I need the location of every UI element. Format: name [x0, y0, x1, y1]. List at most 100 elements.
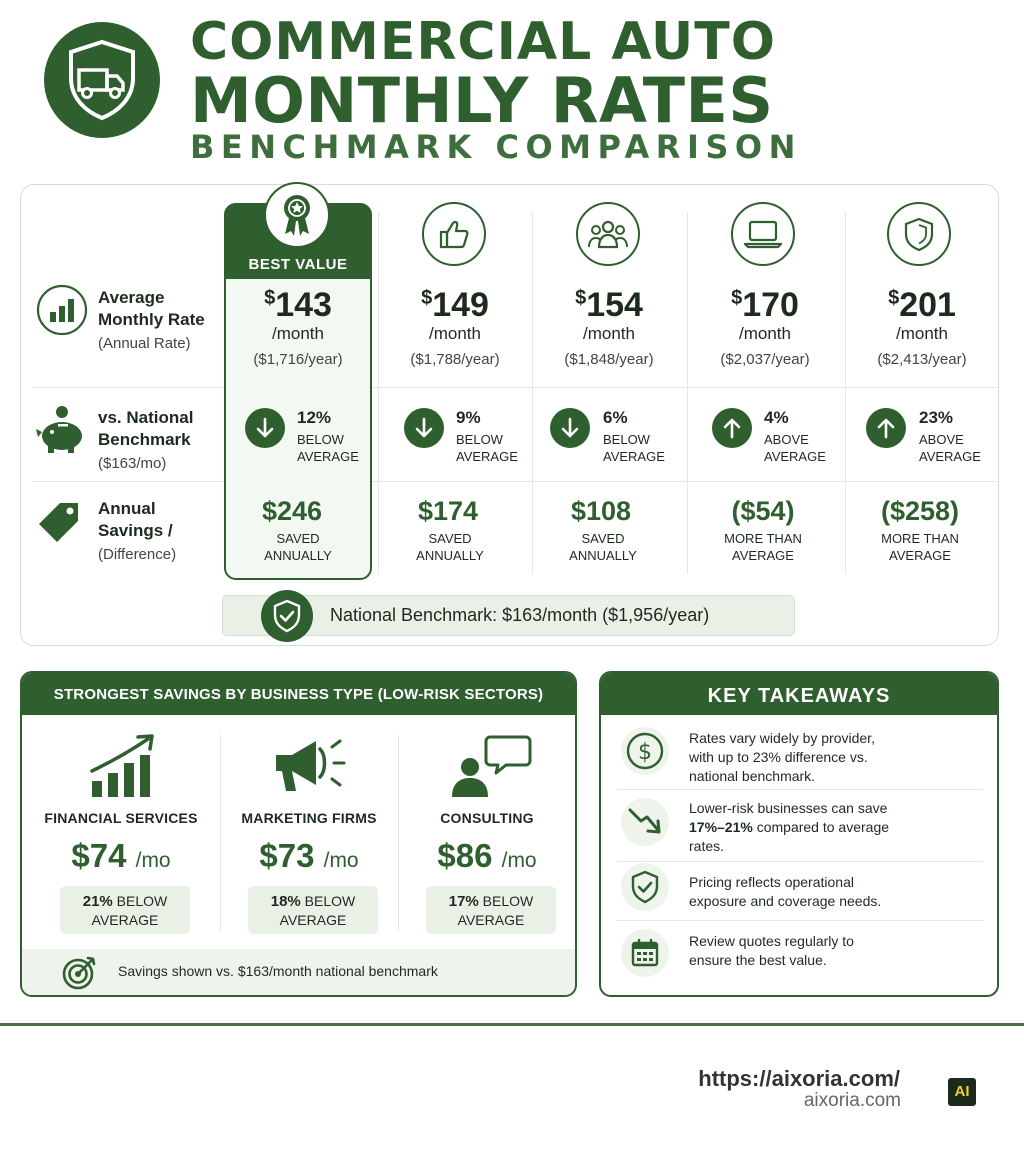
savings-caption: SAVED ANNUALLY — [264, 531, 332, 563]
piggy-bank-icon — [36, 404, 88, 456]
takeaway-text: Review quotes regularly to ensure the bes… — [689, 933, 854, 968]
takeaway-divider — [617, 789, 983, 790]
award-ribbon-icon — [284, 195, 310, 236]
shield-check-icon — [261, 590, 313, 642]
national-benchmark-bar — [222, 595, 795, 636]
business-discount-pill: 21% BELOW AVERAGE — [60, 886, 190, 934]
takeaway-divider — [617, 920, 983, 921]
target-icon — [62, 956, 96, 990]
best-value-label: BEST VALUE — [248, 256, 348, 273]
yearly-rate: ($1,848/year) — [564, 351, 654, 368]
key-takeaways-card: KEY TAKEAWAYS $ Rates vary widely by pro… — [599, 671, 999, 997]
benchmark-direction: ABOVE AVERAGE — [919, 432, 981, 464]
shield-check-icon — [621, 863, 669, 911]
provider-price: $170 — [731, 286, 799, 324]
row-divider — [32, 387, 998, 388]
footer-url[interactable]: https://aixoria.com/ — [698, 1066, 900, 1091]
takeaway-text: Pricing reflects operational exposure and… — [689, 874, 882, 909]
column-divider — [220, 735, 221, 931]
provider-price: $143 — [264, 286, 332, 324]
consultant-speech-icon — [448, 733, 532, 799]
column-divider — [532, 212, 533, 574]
svg-text:$: $ — [638, 740, 652, 765]
annual-savings: $108 — [570, 496, 632, 526]
column-divider — [687, 212, 688, 574]
business-rate: $74 /mo — [71, 837, 171, 874]
yearly-rate: ($2,037/year) — [720, 351, 810, 368]
row-label-benchmark: vs. National Benchmark ($163/mo) — [98, 408, 194, 472]
business-rate: $86 /mo — [437, 837, 537, 874]
row-label-rate: Average Monthly Rate (Annual Rate) — [98, 288, 205, 352]
benchmark-direction: BELOW AVERAGE — [603, 432, 665, 464]
provider-price: $149 — [421, 286, 489, 324]
annual-savings: ($258) — [880, 496, 960, 526]
benchmark-percent: 4% — [764, 408, 789, 427]
provider-icon — [576, 202, 640, 266]
provider-price: $154 — [575, 286, 643, 324]
yearly-rate: ($1,716/year) — [253, 351, 343, 368]
yearly-rate: ($1,788/year) — [410, 351, 500, 368]
business-type-card: STRONGEST SAVINGS BY BUSINESS TYPE (LOW-… — [20, 671, 577, 997]
provider-icon — [887, 202, 951, 266]
footer-domain: aixoria.com — [803, 1090, 901, 1111]
people-group-icon — [588, 220, 628, 249]
price-unit: /month — [896, 324, 948, 343]
business-name: CONSULTING — [440, 810, 534, 826]
arrow-down-icon — [404, 408, 444, 448]
business-name: FINANCIAL SERVICES — [44, 810, 198, 826]
benchmark-direction: ABOVE AVERAGE — [764, 432, 826, 464]
key-takeaways-heading: KEY TAKEAWAYS — [601, 673, 997, 715]
price-unit: /month — [429, 324, 481, 343]
footer-divider — [0, 1023, 1024, 1026]
business-rate: $73 /mo — [259, 837, 359, 874]
arrow-up-icon — [866, 408, 906, 448]
benchmark-percent: 6% — [603, 408, 628, 427]
takeaway-divider — [617, 861, 983, 862]
page-title-line1: COMMERCIAL AUTO — [190, 12, 776, 72]
business-discount-pill: 18% BELOW AVERAGE — [248, 886, 378, 934]
logo — [44, 22, 160, 138]
dollar-circle-icon: $ — [621, 727, 669, 775]
provider-price: $201 — [888, 286, 956, 324]
benchmark-direction: BELOW AVERAGE — [297, 432, 359, 464]
provider-icon — [422, 202, 486, 266]
page-subtitle: BENCHMARK COMPARISON — [190, 128, 802, 166]
savings-caption: SAVED ANNUALLY — [416, 531, 484, 563]
comparison-card — [20, 184, 999, 646]
takeaway-text: Lower-risk businesses can save 17%–21% c… — [689, 800, 890, 854]
savings-caption: SAVED ANNUALLY — [569, 531, 637, 563]
benchmark-percent: 23% — [919, 408, 954, 427]
annual-savings: $174 — [417, 496, 479, 526]
arrow-down-icon — [550, 408, 590, 448]
national-benchmark-text: National Benchmark: $163/month ($1,956/y… — [330, 605, 710, 625]
price-tag-icon — [36, 500, 82, 546]
row-label-savings: Annual Savings / (Difference) — [98, 499, 177, 563]
shield-truck-icon — [69, 39, 135, 121]
savings-caption: MORE THAN AVERAGE — [881, 531, 959, 563]
business-type-heading: STRONGEST SAVINGS BY BUSINESS TYPE (LOW-… — [22, 673, 575, 715]
arrow-down-icon — [245, 408, 285, 448]
provider-icon — [731, 202, 795, 266]
shield-icon — [904, 217, 934, 252]
laptop-icon — [743, 220, 783, 249]
business-discount-pill: 17% BELOW AVERAGE — [426, 886, 556, 934]
price-unit: /month — [272, 324, 324, 343]
column-divider — [845, 212, 846, 574]
bar-chart-icon — [36, 284, 88, 336]
megaphone-icon — [270, 735, 350, 797]
price-unit: /month — [583, 324, 635, 343]
award-badge — [264, 182, 330, 248]
page-title-line2: MONTHLY RATES — [190, 64, 774, 137]
thumbs-up-icon — [439, 220, 469, 249]
savings-caption: MORE THAN AVERAGE — [724, 531, 802, 563]
column-divider — [378, 212, 379, 574]
takeaway-text: Rates vary widely by provider, with up to… — [689, 730, 875, 784]
trend-down-icon — [621, 798, 669, 846]
ai-badge: AI — [948, 1078, 976, 1106]
annual-savings: $246 — [261, 496, 323, 526]
growth-chart-icon — [90, 733, 158, 799]
business-name: MARKETING FIRMS — [241, 810, 377, 826]
benchmark-direction: BELOW AVERAGE — [456, 432, 518, 464]
row-divider — [32, 481, 998, 482]
benchmark-percent: 9% — [456, 408, 481, 427]
